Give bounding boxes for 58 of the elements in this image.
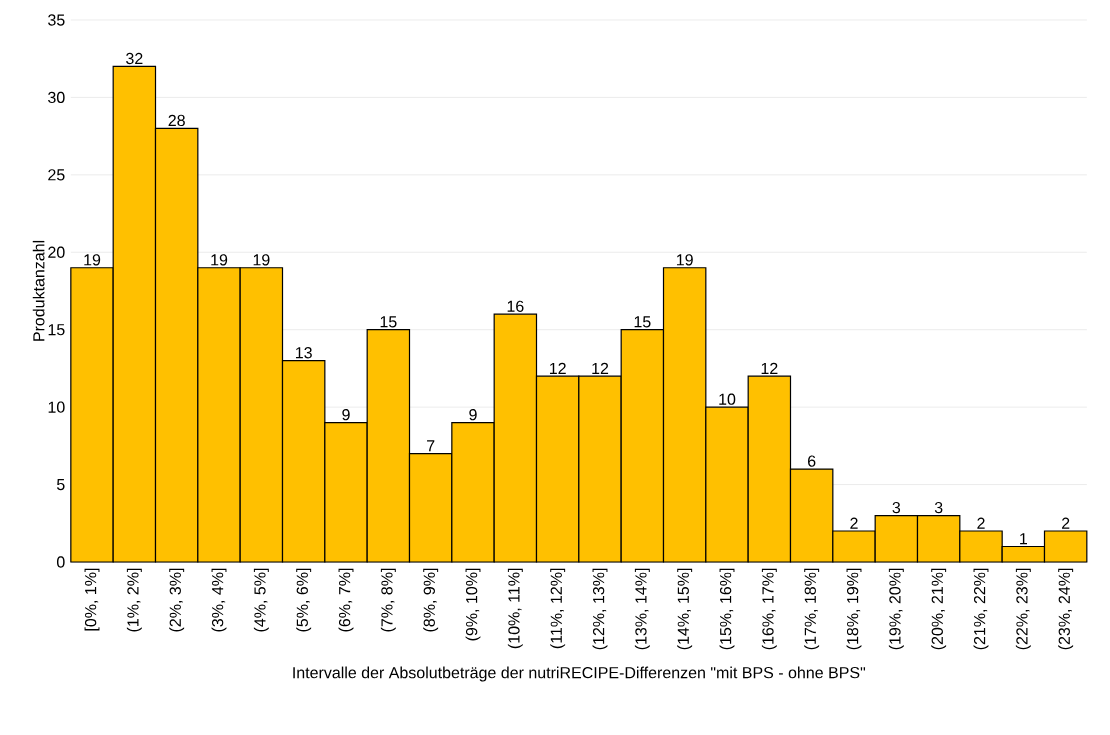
y-tick-label: 15: [48, 324, 65, 336]
data-label: 1: [1020, 533, 1027, 545]
data-label: 9: [469, 409, 477, 421]
x-tick-label: (11%, 12%]: [550, 568, 566, 649]
data-label: 7: [427, 440, 435, 452]
data-label: 19: [84, 254, 101, 266]
y-tick-label: 20: [48, 246, 65, 258]
data-label: 15: [380, 316, 397, 328]
x-tick-label: (18%, 19%]: [846, 568, 862, 650]
y-tick-label: 0: [56, 556, 65, 568]
x-tick-label: (15%, 16%]: [719, 568, 735, 650]
data-label: 12: [761, 362, 778, 374]
x-tick-label: (21%, 22%]: [973, 568, 989, 650]
x-tick-label: (22%, 23%]: [1015, 568, 1031, 650]
x-tick-label: (16%, 17%]: [761, 568, 777, 650]
data-label: 6: [808, 455, 816, 467]
x-tick-label: (19%, 20%]: [888, 568, 904, 650]
x-tick-label: (12%, 13%]: [592, 568, 608, 650]
x-tick-label: (6%, 7%]: [338, 568, 354, 632]
y-tick-label: 25: [48, 169, 65, 181]
x-tick-label: (10%, 11%]: [507, 568, 523, 649]
x-tick-label: (4%, 5%]: [253, 568, 269, 632]
x-tick-label: (5%, 6%]: [296, 568, 312, 632]
data-label: 32: [126, 52, 143, 65]
data-label: 10: [719, 393, 736, 405]
x-tick-label: (1%, 2%]: [126, 568, 142, 632]
data-label: 28: [168, 114, 185, 127]
data-label: 9: [342, 409, 350, 421]
data-label: 19: [211, 254, 228, 266]
data-label: 2: [1062, 517, 1070, 529]
data-label: 19: [253, 254, 270, 266]
data-label: 12: [592, 362, 609, 374]
x-tick-label: [0%, 1%]: [84, 568, 100, 631]
data-label: 3: [892, 501, 901, 514]
y-axis-title: Produktanzahl: [32, 240, 45, 341]
data-label: 3: [934, 501, 943, 514]
x-tick-label: (17%, 18%]: [804, 568, 820, 650]
y-tick-label: 5: [56, 478, 65, 491]
data-label: 19: [676, 254, 693, 266]
data-label: 16: [507, 300, 524, 312]
data-label: 2: [850, 517, 858, 529]
data-label: 12: [549, 362, 566, 374]
x-axis-title: Intervalle der Absolutbeträge der nutriRECIPE-Differenzen "mit BPS - ohne BPS": [293, 666, 866, 682]
x-tick-label: (20%, 21%]: [931, 568, 947, 650]
data-label: 15: [634, 316, 651, 328]
y-tick-label: 30: [48, 91, 65, 104]
y-tick-label: 10: [48, 401, 65, 413]
x-tick-label: (23%, 24%]: [1058, 568, 1074, 650]
x-tick-label: (7%, 8%]: [380, 568, 396, 632]
x-tick-label: (13%, 14%]: [634, 568, 650, 650]
x-tick-label: (14%, 15%]: [677, 568, 693, 650]
data-label: 13: [295, 347, 312, 359]
x-tick-label: (8%, 9%]: [423, 568, 439, 632]
y-tick-label: 35: [48, 14, 65, 26]
x-tick-label: (3%, 4%]: [211, 568, 227, 632]
data-label: 2: [977, 517, 985, 529]
x-tick-label: (9%, 10%]: [465, 568, 481, 641]
x-tick-label: (2%, 3%]: [169, 568, 185, 632]
